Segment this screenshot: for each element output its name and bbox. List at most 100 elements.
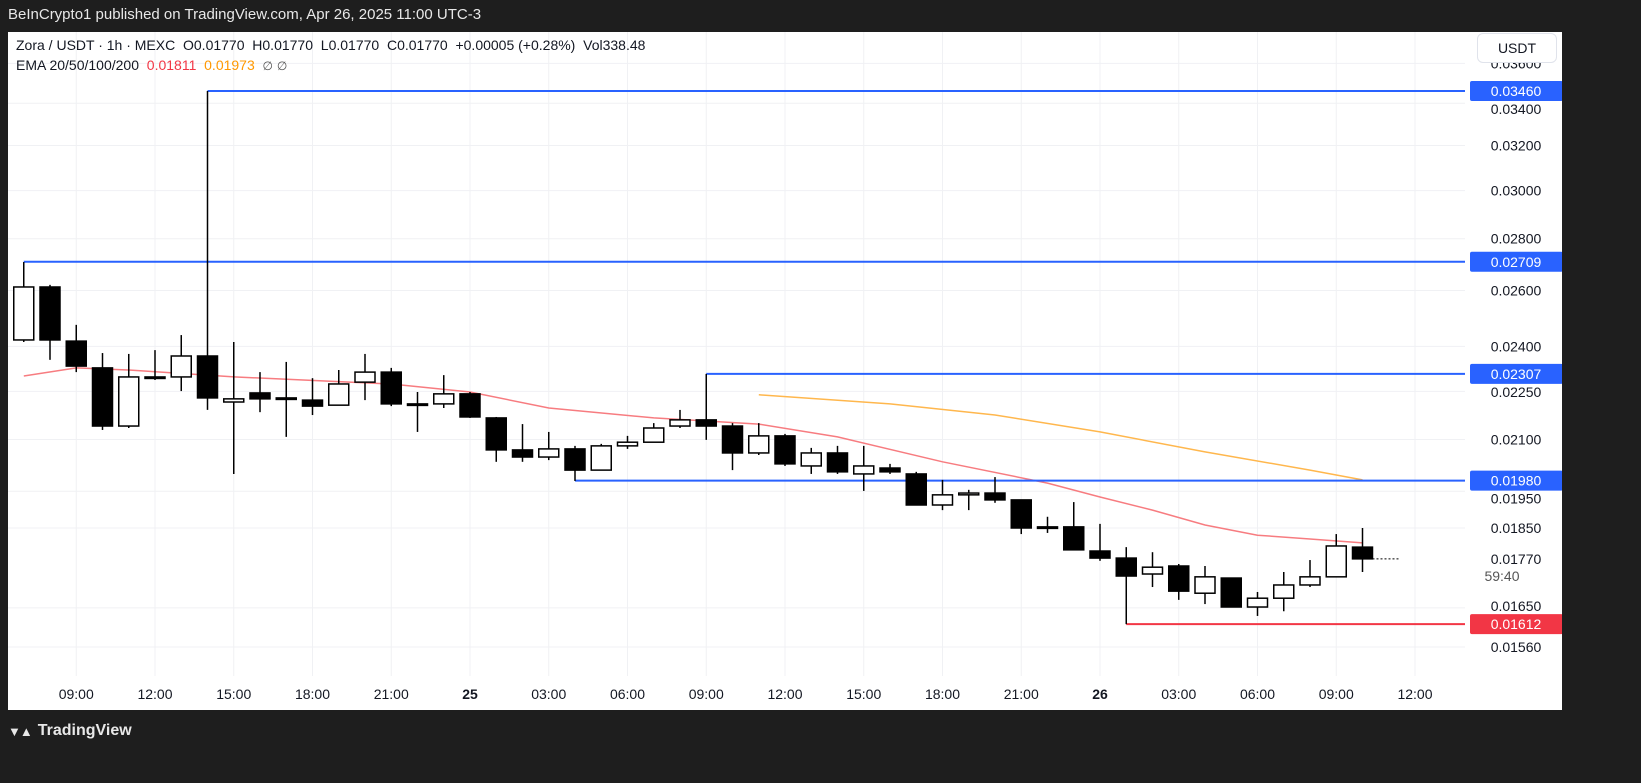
candle[interactable]: [301, 378, 324, 416]
candle-body: [1115, 557, 1137, 577]
candle-body: [695, 419, 717, 427]
level-price-badge: [1470, 363, 1563, 384]
ema200-value: ∅: [276, 59, 288, 73]
candle[interactable]: [1089, 523, 1111, 561]
candle-body: [1325, 545, 1347, 578]
x-tick-label: 25: [462, 686, 478, 702]
y-tick-label: 0.01950: [1491, 491, 1542, 507]
candle-body: [1220, 577, 1242, 608]
x-tick-label: 18:00: [295, 686, 330, 702]
candle-body: [1194, 576, 1216, 594]
candle[interactable]: [39, 284, 61, 360]
candle[interactable]: [380, 367, 402, 407]
candle-body: [144, 376, 166, 380]
candle[interactable]: [433, 375, 455, 409]
level-price-label: 0.03460: [1491, 83, 1542, 99]
x-tick-label: 06:00: [1240, 686, 1275, 702]
candle[interactable]: [643, 423, 665, 443]
y-tick-label: 0.02400: [1491, 338, 1542, 354]
candle[interactable]: [669, 409, 691, 428]
candle[interactable]: [485, 416, 507, 462]
candle-body: [301, 399, 324, 407]
x-tick-label: 12:00: [767, 686, 802, 702]
candle[interactable]: [354, 353, 376, 401]
candle-body: [590, 445, 612, 471]
brand-label: TradingView: [37, 722, 132, 739]
candle[interactable]: [958, 489, 980, 511]
candle[interactable]: [1168, 564, 1190, 600]
candle[interactable]: [328, 369, 350, 406]
candle[interactable]: [1036, 516, 1059, 533]
candle-body: [65, 340, 87, 367]
candle[interactable]: [905, 471, 927, 506]
candle[interactable]: [721, 423, 744, 471]
candle[interactable]: [748, 423, 770, 455]
x-tick-label: 15:00: [846, 686, 881, 702]
tradingview-brand[interactable]: ▼▲ TradingView: [8, 722, 132, 740]
candle-body: [118, 376, 140, 427]
candle[interactable]: [13, 262, 35, 342]
candle[interactable]: [826, 445, 849, 474]
candle[interactable]: [1010, 499, 1032, 535]
right-edge: [1562, 0, 1641, 783]
candle[interactable]: [800, 447, 822, 474]
candle-body: [91, 367, 114, 427]
x-tick-label: 26: [1092, 686, 1108, 702]
candle[interactable]: [170, 335, 192, 392]
level-price-badge: [1470, 614, 1563, 635]
candle[interactable]: [984, 477, 1006, 503]
close-value: C0.01770: [386, 37, 448, 53]
candle-body: [538, 448, 560, 458]
ema-label[interactable]: EMA 20/50/100/200: [16, 57, 139, 73]
candle[interactable]: [1220, 577, 1242, 608]
ohlc-legend: Zora / USDT · 1h · MEXC O0.01770 H0.0177…: [16, 37, 645, 53]
candle[interactable]: [1194, 565, 1216, 605]
candle[interactable]: [91, 353, 114, 430]
candle-body: [328, 383, 350, 406]
y-tick-label: 0.01650: [1491, 598, 1542, 614]
candle[interactable]: [1273, 571, 1295, 612]
candle[interactable]: [538, 431, 560, 461]
candle[interactable]: [774, 433, 796, 466]
candle[interactable]: [65, 324, 87, 373]
x-tick-label: 09:00: [689, 686, 724, 702]
candle[interactable]: [1325, 534, 1347, 578]
candle[interactable]: [1246, 591, 1269, 616]
change-value: +0.00005 (+0.28%): [455, 37, 576, 53]
candle[interactable]: [144, 350, 166, 380]
x-tick-label: 12:00: [1397, 686, 1432, 702]
y-tick-label: 0.01850: [1491, 520, 1542, 536]
candle[interactable]: [406, 391, 429, 432]
candle[interactable]: [879, 463, 901, 474]
candle[interactable]: [1299, 560, 1321, 588]
candle-body: [905, 473, 927, 506]
candle[interactable]: [1115, 547, 1137, 625]
currency-button[interactable]: USDT: [1477, 33, 1557, 63]
candle[interactable]: [853, 445, 875, 491]
candle[interactable]: [590, 443, 612, 471]
candle-body: [643, 427, 665, 443]
candle[interactable]: [223, 341, 245, 474]
plot-area: [8, 32, 1465, 676]
ema100-value: ∅: [262, 59, 273, 73]
ema20-value: 0.01811: [146, 57, 197, 73]
candle[interactable]: [511, 424, 534, 462]
candle[interactable]: [1141, 552, 1164, 588]
candle[interactable]: [249, 372, 271, 413]
candle[interactable]: [931, 479, 954, 511]
symbol-label[interactable]: Zora / USDT · 1h · MEXC: [16, 37, 176, 53]
candle[interactable]: [275, 361, 297, 437]
x-tick-label: 09:00: [1319, 686, 1354, 702]
candle[interactable]: [1063, 502, 1085, 551]
candle[interactable]: [616, 435, 639, 449]
candle[interactable]: [118, 353, 140, 428]
candle[interactable]: [196, 91, 219, 410]
candle[interactable]: [459, 391, 481, 418]
candle[interactable]: [564, 445, 586, 481]
x-tick-label: 15:00: [216, 686, 251, 702]
candle-body: [275, 397, 297, 401]
candle[interactable]: [695, 373, 717, 440]
x-tick-label: 03:00: [531, 686, 566, 702]
candle[interactable]: [1351, 528, 1374, 572]
